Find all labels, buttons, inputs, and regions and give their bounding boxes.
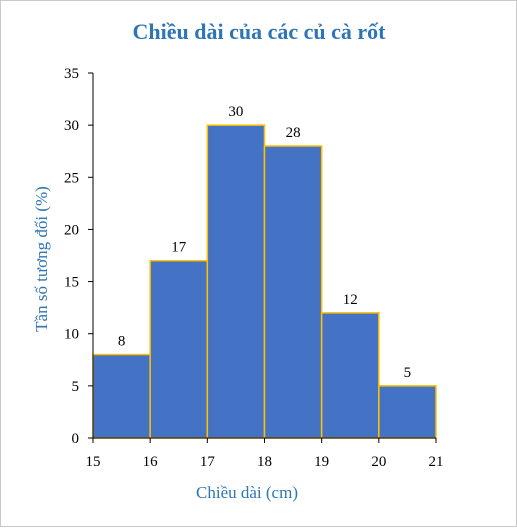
x-tick-label: 16	[143, 454, 159, 470]
data-label: 30	[228, 104, 243, 120]
axes-group: 0 5 10 15 20 25 30 35 15 16 17 18 19 20 21	[64, 66, 444, 470]
bar	[378, 385, 437, 439]
y-tick-label: 15	[64, 275, 79, 291]
y-axis-title: Tần số tương đối (%)	[32, 186, 51, 332]
data-label: 17	[171, 240, 187, 256]
bar	[206, 124, 266, 439]
bar	[149, 259, 209, 439]
x-tick-label: 21	[429, 454, 444, 470]
y-tick-label: 35	[64, 66, 79, 82]
x-axis-title: Chiều dài (cm)	[196, 483, 298, 502]
bar	[320, 312, 380, 439]
data-labels-group: 8 17 30 28 12 5	[118, 104, 411, 381]
bar	[92, 353, 151, 439]
data-label: 28	[286, 125, 301, 141]
y-tick-label: 25	[64, 170, 79, 186]
data-label: 12	[343, 292, 358, 308]
bar	[263, 145, 323, 439]
y-tick-label: 10	[64, 327, 79, 343]
chart-title: Chiều dài của các củ cà rốt	[133, 19, 387, 44]
x-tick-label: 20	[371, 454, 386, 470]
x-tick-label: 18	[257, 454, 272, 470]
data-label: 8	[118, 334, 126, 350]
y-tick-label: 20	[64, 222, 79, 238]
bars-group	[92, 124, 437, 439]
x-tick-label: 19	[314, 454, 329, 470]
y-tick-label: 0	[72, 431, 80, 447]
x-tick-label: 15	[86, 454, 101, 470]
y-tick-label: 5	[72, 379, 80, 395]
y-tick-label: 30	[64, 118, 79, 134]
x-tick-label: 17	[200, 454, 216, 470]
data-label: 5	[404, 365, 412, 381]
